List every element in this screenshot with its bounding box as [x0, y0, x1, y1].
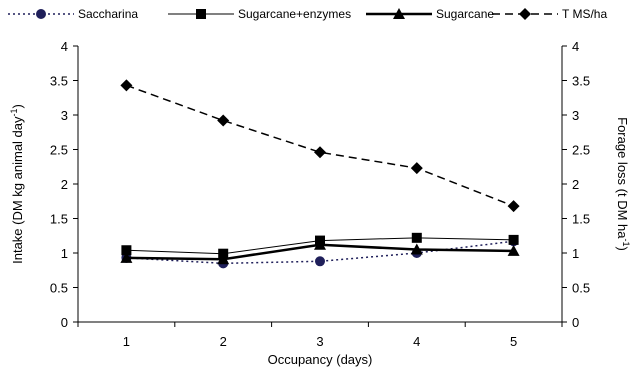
y-tick-label-left: 0.5	[50, 281, 68, 296]
legend-label: Sugarcane	[436, 7, 494, 21]
axes: 0 0 0.5 0.5 1 1 1.5 1.5 2 2 2.5 2.5 3 3 3.5 3.5 4 4 1 2 3 4 5	[50, 39, 590, 349]
y-tick-label-left: 2	[61, 177, 68, 192]
data-point-square	[508, 234, 519, 245]
data-point-diamond	[314, 146, 326, 159]
y-tick-label-right: 0.5	[572, 281, 590, 296]
y-tick-label-left: 3	[61, 108, 68, 123]
x-tick-label: 5	[510, 334, 517, 349]
y-tick-label-right: 2	[572, 177, 579, 192]
legend: Saccharina Sugarcane+enzymes Sugarcane T MS…	[8, 7, 607, 21]
y-tick-label-left: 1	[61, 246, 68, 261]
x-axis-title: Occupancy (days)	[268, 352, 373, 367]
series-2	[120, 238, 520, 265]
y-tick-label-left: 1.5	[50, 212, 68, 227]
legend-item: Sugarcane	[366, 7, 494, 21]
x-tick-label: 2	[220, 334, 227, 349]
legend-marker-triangle	[393, 8, 405, 19]
y-axis-left-title: Intake (DM kg animal day-1)	[9, 104, 25, 264]
series-group	[120, 79, 520, 269]
legend-label: Sugarcane+enzymes	[238, 7, 351, 21]
data-point-triangle	[507, 244, 520, 256]
data-point-triangle	[410, 243, 423, 255]
data-point-circle	[315, 256, 325, 267]
x-tick-label: 1	[123, 334, 130, 349]
legend-item: Sugarcane+enzymes	[168, 7, 351, 21]
series-3	[120, 79, 520, 213]
legend-marker-circle	[36, 9, 46, 19]
y-tick-label-right: 4	[572, 39, 579, 54]
y-tick-label-right: 2.5	[572, 143, 590, 158]
data-point-diamond	[410, 162, 423, 175]
legend-item: Saccharina	[8, 7, 138, 21]
legend-marker-square	[196, 9, 206, 19]
y-tick-label-left: 3.5	[50, 74, 68, 89]
y-tick-label-right: 1	[572, 246, 579, 261]
y-tick-label-right: 0	[572, 315, 579, 330]
series-line	[126, 84, 514, 207]
legend-label: Saccharina	[78, 7, 138, 21]
data-point-square	[121, 245, 132, 256]
data-point-diamond	[507, 200, 520, 213]
y-tick-label-right: 1.5	[572, 212, 590, 227]
data-point-triangle	[314, 238, 326, 250]
legend-label: T MS/ha	[562, 7, 607, 21]
data-point-square	[411, 232, 422, 243]
y-tick-label-right: 3.5	[572, 74, 590, 89]
x-tick-label: 4	[413, 334, 420, 349]
legend-marker-diamond	[519, 8, 531, 20]
y-tick-label-left: 2.5	[50, 143, 68, 158]
y-tick-label-left: 4	[61, 39, 68, 54]
data-point-triangle	[120, 251, 133, 263]
data-point-diamond	[217, 114, 230, 127]
x-tick-label: 3	[316, 334, 323, 349]
legend-item: T MS/ha	[492, 7, 607, 21]
y-tick-label-left: 0	[61, 315, 68, 330]
data-point-diamond	[120, 79, 133, 92]
y-axis-right-title: Forage loss (t DM ha-1)	[615, 117, 631, 251]
y-tick-label-right: 3	[572, 108, 579, 123]
data-point-triangle	[217, 253, 230, 265]
